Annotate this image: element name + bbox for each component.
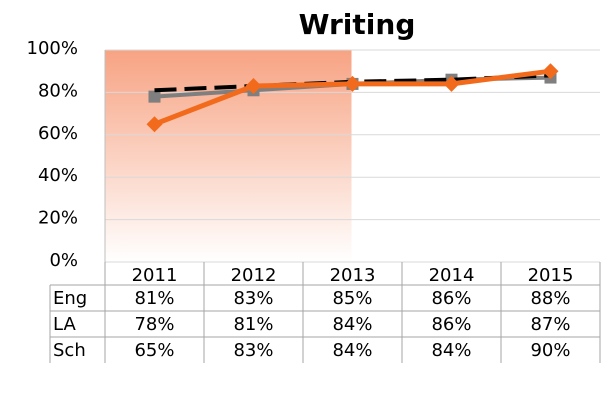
x-tick-label: 2011: [132, 265, 178, 286]
data-label-sch: 83%: [233, 340, 273, 361]
chart-title: Writing: [299, 8, 416, 41]
data-point-sch: [245, 78, 262, 95]
legend-entry-eng: Eng: [53, 288, 87, 309]
y-tick-label: 0%: [49, 250, 78, 271]
data-label-la: 86%: [431, 314, 471, 335]
data-label-eng: 83%: [233, 288, 273, 309]
data-point-sch: [443, 75, 460, 92]
y-tick-label: 60%: [38, 123, 78, 144]
legend-entry-sch: Sch: [53, 340, 86, 361]
data-point-la: [148, 90, 161, 103]
x-tick-label: 2015: [528, 265, 574, 286]
data-label-sch: 90%: [530, 340, 570, 361]
data-label-sch: 65%: [134, 340, 174, 361]
data-label-eng: 88%: [530, 288, 570, 309]
data-label-eng: 85%: [332, 288, 372, 309]
data-label-eng: 81%: [134, 288, 174, 309]
data-label-sch: 84%: [332, 340, 372, 361]
data-label-sch: 84%: [431, 340, 471, 361]
data-label-la: 87%: [530, 314, 570, 335]
y-tick-label: 80%: [38, 80, 78, 101]
y-tick-label: 20%: [38, 208, 78, 229]
data-point-sch: [146, 116, 163, 133]
y-tick-label: 100%: [27, 38, 78, 59]
data-label-la: 81%: [233, 314, 273, 335]
data-point-sch: [542, 63, 559, 80]
data-label-eng: 86%: [431, 288, 471, 309]
x-tick-label: 2013: [330, 265, 376, 286]
x-tick-label: 2014: [429, 265, 475, 286]
data-point-sch: [344, 75, 361, 92]
y-tick-label: 40%: [38, 165, 78, 186]
x-tick-label: 2012: [231, 265, 277, 286]
legend-entry-la: LA: [53, 314, 76, 335]
data-label-la: 84%: [332, 314, 372, 335]
data-label-la: 78%: [134, 314, 174, 335]
